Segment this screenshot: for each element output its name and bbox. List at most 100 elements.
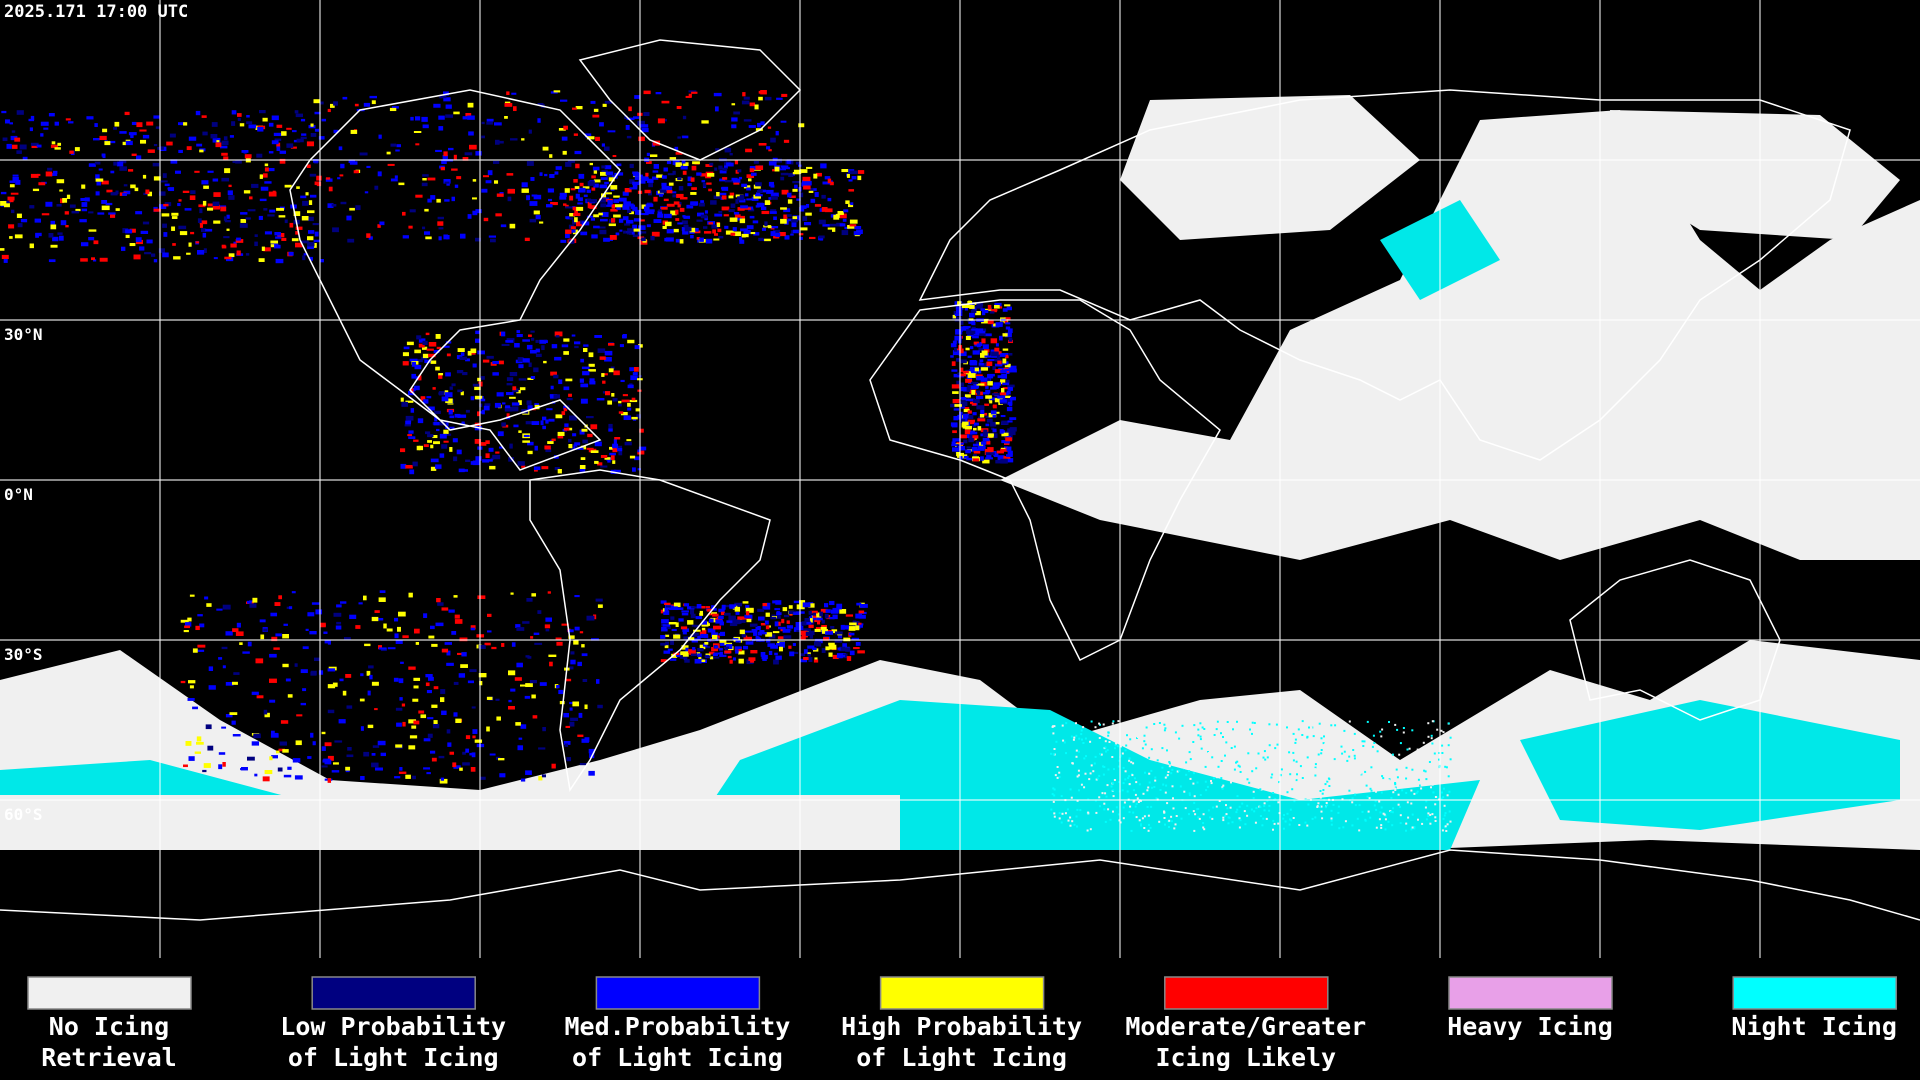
night-pixel — [1320, 810, 1323, 813]
icing-pixel — [959, 359, 967, 364]
icing-pixel — [354, 103, 359, 107]
icing-pixel — [575, 186, 580, 189]
icing-pixel — [394, 617, 399, 622]
icing-pixel — [714, 645, 719, 649]
icing-pixel — [237, 117, 241, 121]
icing-pixel — [449, 447, 453, 452]
icing-pixel — [612, 443, 619, 449]
icing-pixel — [618, 197, 627, 202]
icing-pixel — [668, 622, 677, 625]
night-pixel — [1227, 822, 1230, 825]
icing-pixel — [813, 659, 819, 663]
night-pixel — [1150, 748, 1153, 751]
icing-pixel — [677, 201, 682, 206]
icing-pixel — [578, 187, 586, 193]
night-pixel — [1178, 737, 1181, 740]
night-pixel — [1273, 822, 1276, 825]
icing-pixel — [814, 612, 822, 618]
icing-pixel — [30, 142, 39, 146]
night-pixel — [1232, 728, 1234, 731]
icing-pixel — [632, 372, 638, 376]
night-pixel — [1205, 728, 1208, 731]
icing-pixel — [258, 258, 265, 262]
icing-pixel — [101, 205, 110, 211]
icing-pixel — [721, 607, 725, 611]
night-pixel — [1359, 772, 1362, 775]
icing-pixel — [424, 359, 432, 364]
icing-pixel — [970, 346, 974, 350]
night-pixel — [1247, 752, 1250, 755]
night-pixel — [1445, 830, 1448, 832]
icing-pixel — [231, 110, 237, 115]
night-pixel — [1380, 824, 1383, 827]
icing-pixel — [187, 698, 195, 701]
night-pixel — [1373, 804, 1376, 807]
icing-pixel — [983, 308, 992, 311]
night-pixel — [1055, 740, 1058, 743]
icing-pixel — [710, 200, 717, 205]
night-pixel — [1314, 774, 1317, 777]
icing-pixel — [632, 171, 639, 175]
icing-pixel — [975, 311, 981, 316]
icing-pixel — [386, 628, 393, 632]
icing-pixel — [421, 116, 428, 122]
icing-pixel — [825, 646, 830, 651]
icing-pixel — [224, 168, 231, 174]
icing-pixel — [610, 185, 618, 190]
icing-pixel — [643, 90, 651, 95]
icing-pixel — [1000, 370, 1007, 374]
icing-pixel — [641, 128, 649, 133]
icing-pixel — [366, 670, 371, 676]
icing-pixel — [974, 422, 979, 426]
icing-pixel — [600, 177, 608, 180]
icing-pixel — [50, 173, 58, 176]
night-pixel — [1146, 752, 1149, 754]
icing-pixel — [858, 612, 862, 616]
icing-pixel — [369, 674, 373, 680]
night-pixel — [1348, 789, 1351, 792]
icing-pixel — [345, 766, 351, 771]
icing-pixel — [606, 204, 613, 207]
icing-pixel — [422, 124, 429, 129]
night-pixel — [1272, 792, 1275, 794]
icing-pixel — [31, 145, 38, 149]
night-pixel — [1189, 758, 1192, 761]
icing-pixel — [626, 232, 632, 235]
icing-pixel — [963, 387, 971, 392]
night-pixel — [1427, 722, 1430, 725]
icing-pixel — [560, 99, 568, 102]
icing-pixel — [681, 612, 689, 616]
icing-pixel — [766, 638, 771, 643]
icing-pixel — [581, 221, 590, 226]
night-pixel — [1263, 750, 1266, 753]
night-pixel — [1076, 808, 1079, 811]
night-pixel — [1394, 783, 1397, 786]
icing-pixel — [56, 179, 65, 184]
night-pixel — [1114, 747, 1116, 750]
icing-pixel — [741, 633, 746, 638]
icing-pixel — [678, 186, 684, 191]
icing-pixel — [589, 378, 595, 383]
icing-pixel — [469, 144, 477, 150]
icing-pixel — [338, 719, 346, 724]
icing-pixel — [745, 193, 749, 197]
icing-pixel — [599, 184, 608, 189]
no-icing-area — [0, 795, 900, 850]
icing-pixel — [735, 194, 744, 198]
night-pixel — [1363, 779, 1366, 782]
icing-pixel — [135, 211, 143, 215]
night-pixel — [1224, 754, 1226, 757]
icing-pixel — [467, 214, 472, 219]
icing-pixel — [446, 729, 451, 734]
icing-pixel — [768, 181, 775, 187]
night-pixel — [1376, 750, 1379, 753]
night-pixel — [1278, 777, 1281, 780]
icing-pixel — [408, 225, 413, 229]
icing-pixel — [768, 149, 772, 152]
icing-pixel — [441, 396, 449, 402]
icing-pixel — [953, 416, 959, 421]
icing-pixel — [828, 644, 837, 650]
icing-pixel — [580, 457, 586, 460]
night-pixel — [1132, 811, 1135, 814]
night-pixel — [1372, 734, 1375, 737]
